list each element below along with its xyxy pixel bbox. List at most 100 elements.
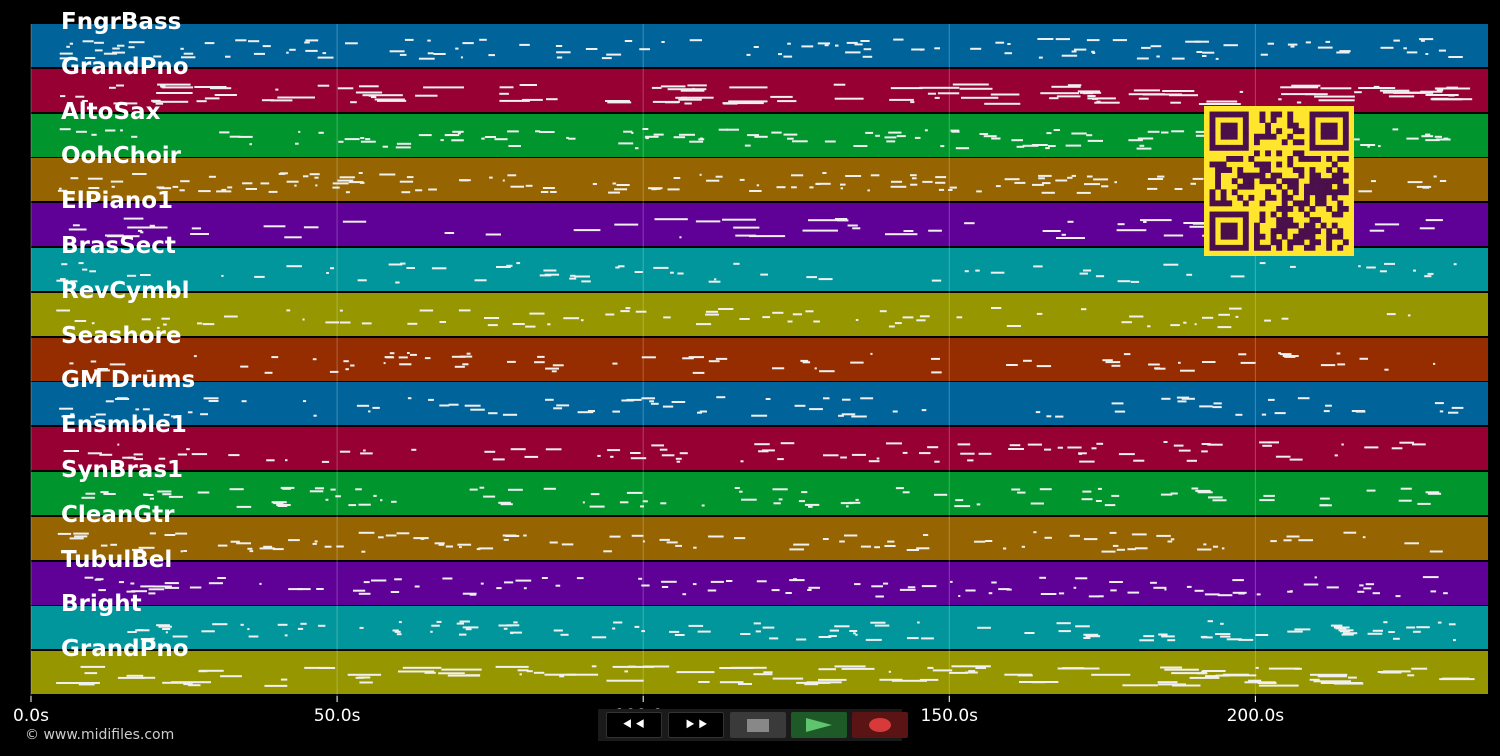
record-button[interactable]: [852, 712, 908, 738]
note: [1279, 352, 1292, 355]
note: [1384, 368, 1389, 371]
track-row: SynBras1: [31, 457, 1488, 515]
note: [447, 674, 481, 677]
note: [1088, 594, 1100, 597]
note: [1280, 86, 1319, 89]
note: [302, 318, 305, 321]
rewind-button[interactable]: ⯇⯇: [606, 712, 662, 738]
note: [1031, 143, 1048, 146]
stop-button[interactable]: [730, 712, 786, 738]
note: [1049, 96, 1059, 99]
note: [1007, 43, 1011, 45]
note: [689, 39, 702, 42]
note: [1171, 129, 1185, 132]
note: [804, 503, 820, 506]
note-marks: [57, 172, 1447, 195]
note: [130, 582, 135, 585]
note: [118, 580, 124, 583]
note: [529, 312, 545, 315]
note: [459, 355, 473, 358]
note: [862, 55, 873, 58]
note: [1420, 90, 1443, 93]
note: [1325, 40, 1331, 43]
note-marks: [81, 486, 1442, 508]
note: [847, 224, 858, 227]
note: [809, 408, 823, 411]
note: [1425, 138, 1440, 141]
note: [1096, 442, 1104, 445]
note: [413, 536, 429, 539]
note: [1019, 681, 1059, 684]
note: [1039, 576, 1046, 579]
note: [451, 355, 466, 358]
note: [1158, 633, 1168, 636]
fast-forward-button[interactable]: ⯈⯈: [668, 712, 724, 738]
track-label: ElPiano1: [61, 188, 174, 215]
note: [787, 42, 791, 45]
note: [1317, 46, 1333, 49]
note: [846, 505, 849, 508]
note: [1407, 181, 1423, 184]
note: [424, 356, 431, 359]
note: [288, 538, 300, 541]
note: [1044, 448, 1052, 451]
note: [793, 577, 797, 580]
note: [964, 222, 975, 225]
note: [304, 41, 310, 44]
note: [161, 317, 170, 320]
note: [1263, 494, 1275, 497]
note: [889, 98, 914, 101]
note: [710, 580, 724, 583]
note: [806, 276, 817, 279]
note: [1110, 588, 1117, 591]
note: [1341, 633, 1354, 636]
note: [204, 97, 220, 100]
note: [726, 128, 739, 131]
note: [399, 53, 407, 56]
note: [382, 145, 388, 148]
note: [360, 136, 365, 139]
note: [526, 670, 533, 673]
note: [1157, 681, 1178, 684]
note: [760, 273, 768, 276]
note: [890, 186, 907, 189]
note: [127, 631, 137, 634]
note: [935, 176, 947, 179]
note: [510, 186, 524, 189]
note: [162, 493, 172, 496]
note: [1143, 221, 1147, 224]
note: [1304, 92, 1328, 95]
note: [1425, 219, 1443, 222]
track-label: CleanGtr: [61, 501, 175, 528]
note: [1448, 623, 1456, 626]
note: [1366, 266, 1376, 269]
note: [1325, 405, 1332, 408]
note: [238, 135, 253, 138]
play-button[interactable]: [791, 712, 847, 738]
track-label: GrandPno: [61, 636, 189, 663]
note: [688, 625, 704, 628]
note: [773, 502, 781, 505]
note: [158, 626, 172, 629]
note: [337, 87, 354, 90]
note: [544, 273, 560, 276]
note: [772, 677, 804, 680]
note: [746, 53, 751, 56]
note: [556, 51, 571, 54]
note: [542, 187, 555, 190]
note: [834, 218, 848, 221]
note: [456, 622, 464, 625]
note: [418, 57, 435, 60]
note: [1195, 134, 1211, 137]
note: [314, 487, 324, 490]
note: [80, 666, 106, 669]
note: [465, 628, 472, 631]
note: [666, 541, 678, 544]
note: [606, 53, 622, 56]
note: [208, 400, 219, 403]
note: [1305, 41, 1311, 44]
note: [203, 397, 219, 400]
note: [778, 498, 783, 501]
note-marks: [127, 620, 1456, 642]
note: [682, 356, 694, 359]
